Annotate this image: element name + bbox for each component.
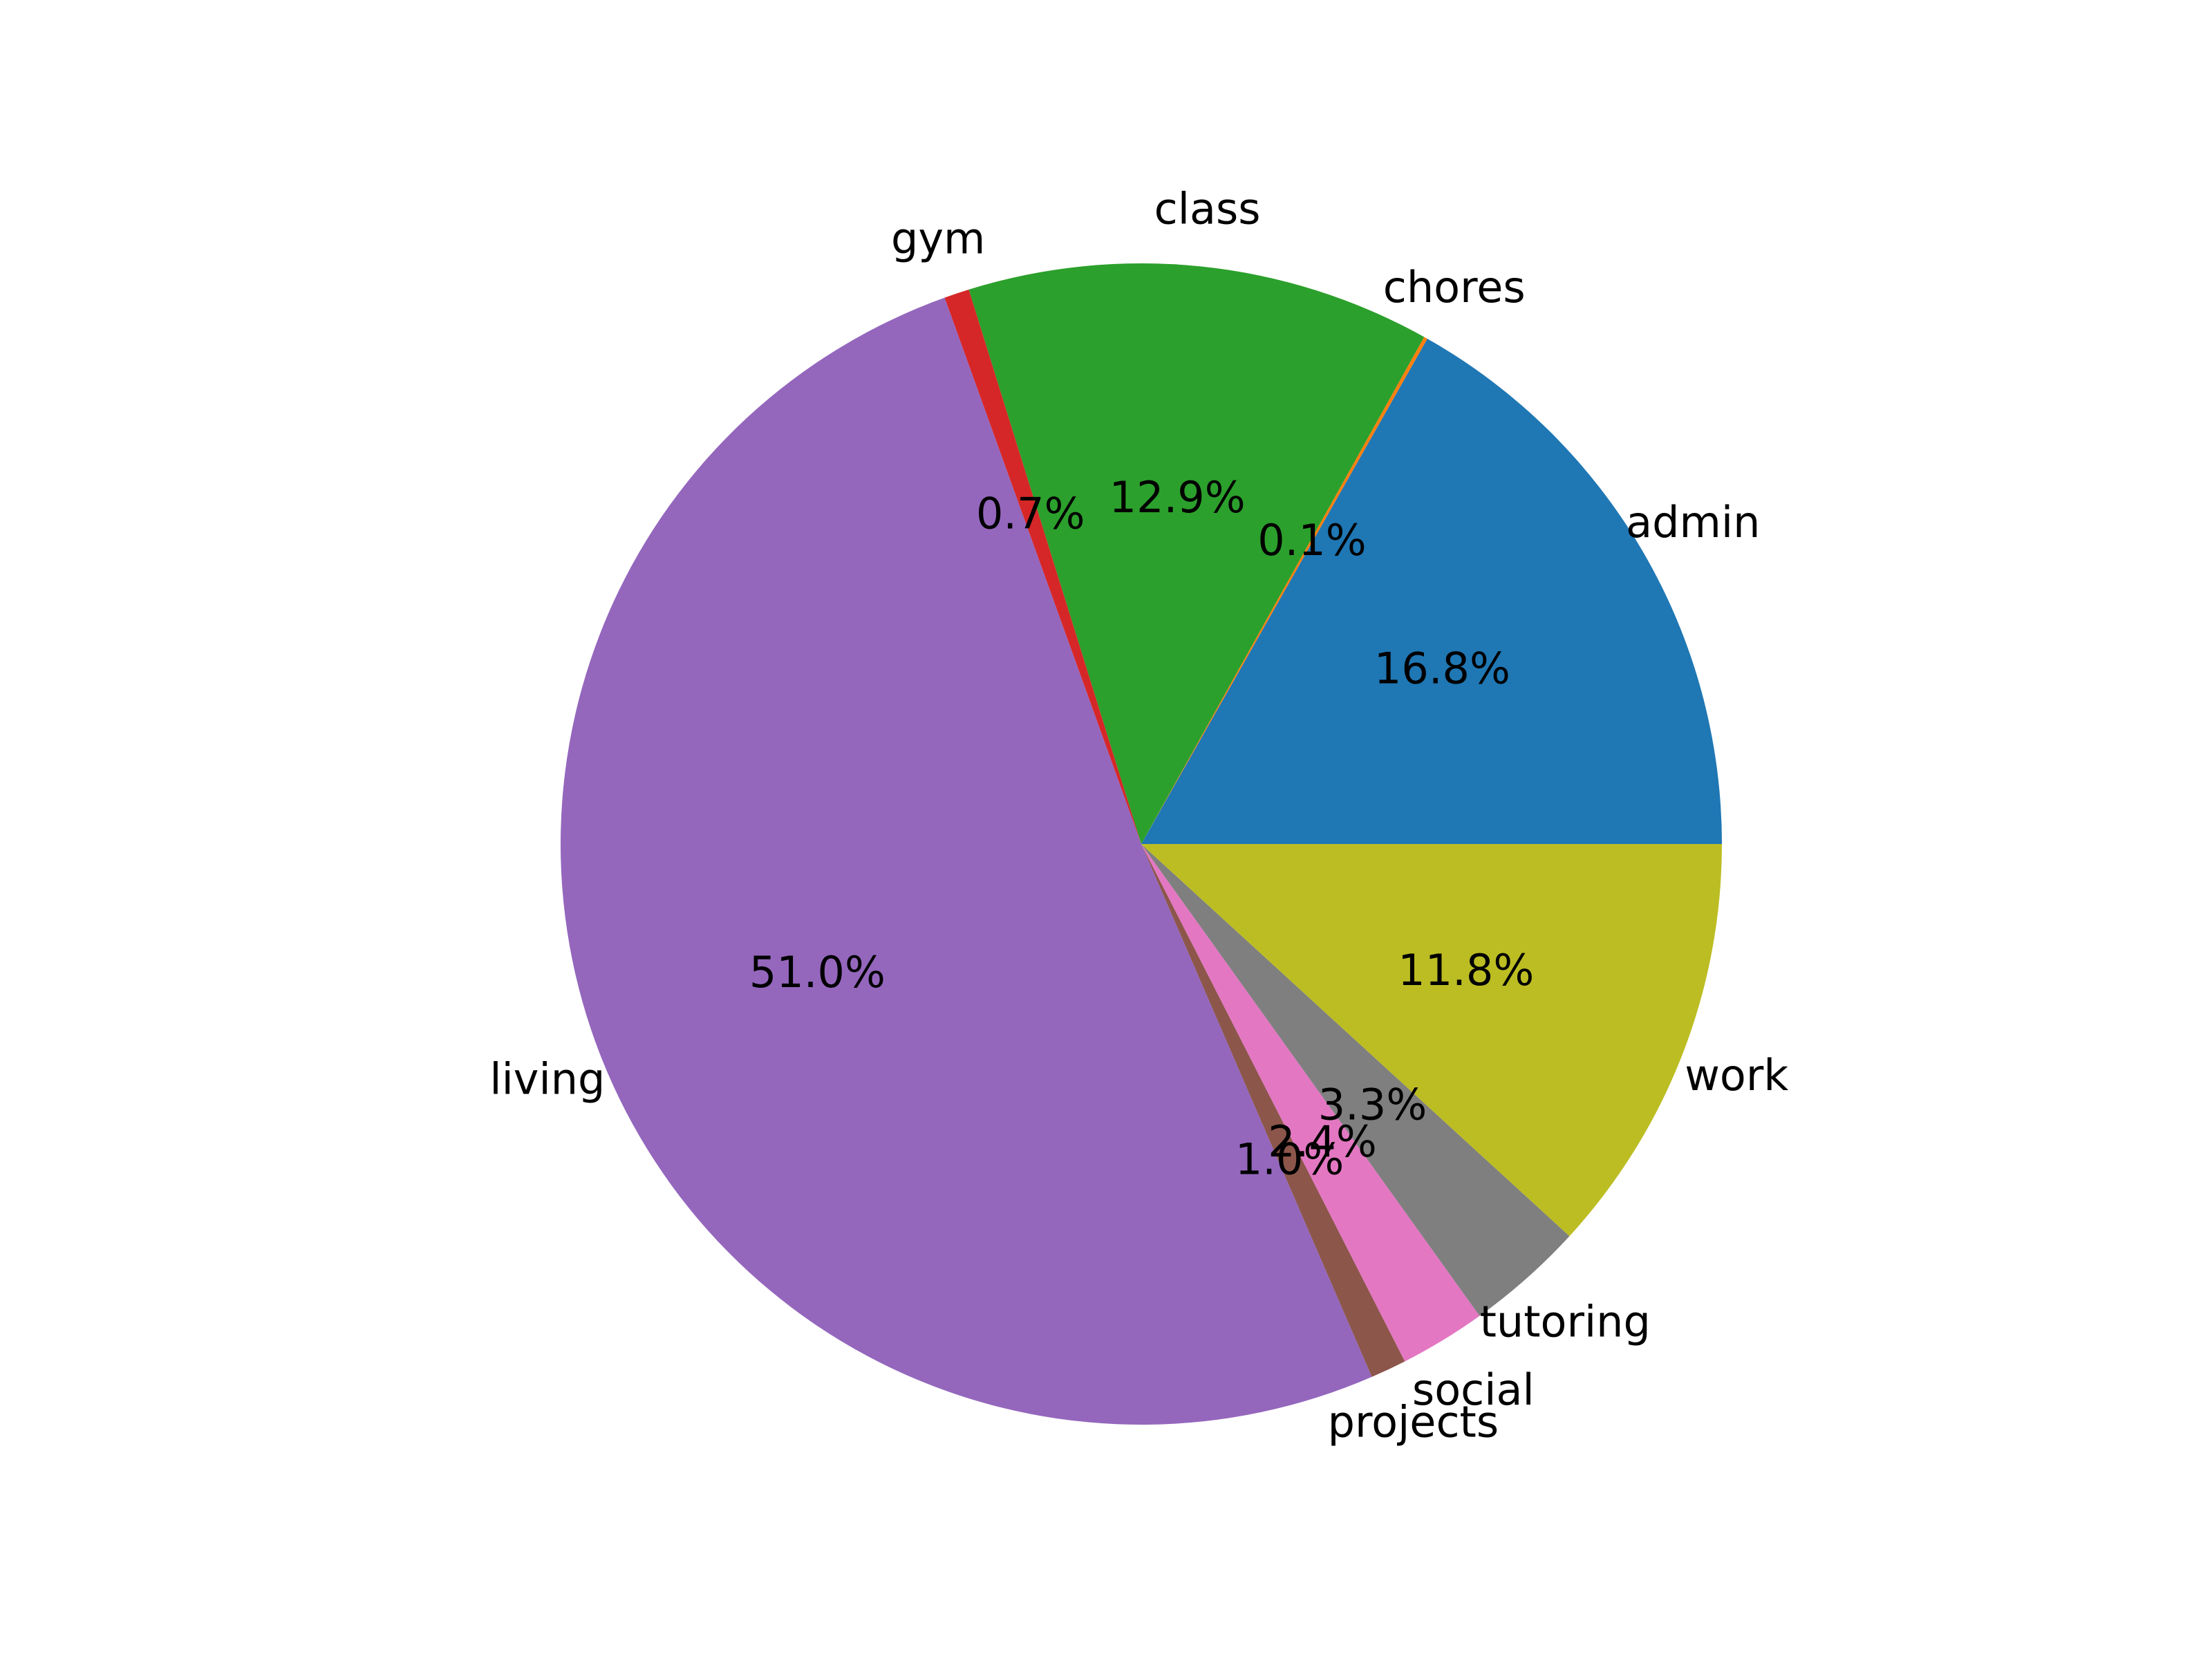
- pie-slice-social: [1141, 844, 1480, 1362]
- pie-slice-work: [1141, 844, 1722, 1237]
- pct-label-projects: 1.0%: [1235, 1134, 1344, 1185]
- slice-label-work: work: [1685, 1050, 1788, 1100]
- slice-label-gym: gym: [891, 213, 985, 263]
- pct-label-gym: 0.7%: [976, 489, 1085, 539]
- slice-label-tutoring: tutoring: [1480, 1297, 1651, 1347]
- pct-label-admin: 16.8%: [1374, 644, 1510, 694]
- pie-slice-tutoring: [1141, 844, 1570, 1316]
- pie-slice-projects: [1141, 844, 1405, 1377]
- pct-label-work: 11.8%: [1398, 945, 1534, 995]
- pct-label-class: 12.9%: [1109, 472, 1246, 523]
- slice-label-class: class: [1154, 183, 1261, 234]
- pie-slice-admin: [1141, 339, 1722, 844]
- pie-labels: admin 16.8% chores 0.1% class 12.9% gym 0.7% liv…: [489, 183, 1788, 1447]
- pie-slice-gym: [944, 289, 1141, 844]
- pie-slice-chores: [1141, 337, 1427, 844]
- pct-label-social: 2.4%: [1268, 1116, 1377, 1167]
- pie-slices: [561, 263, 1722, 1425]
- slice-label-chores: chores: [1383, 262, 1526, 312]
- slice-label-projects: projects: [1328, 1397, 1499, 1447]
- slice-label-social: social: [1412, 1365, 1535, 1415]
- pct-label-chores: 0.1%: [1257, 515, 1367, 565]
- pct-label-tutoring: 3.3%: [1318, 1080, 1427, 1130]
- pct-label-living: 51.0%: [749, 947, 885, 997]
- slice-label-admin: admin: [1626, 497, 1760, 547]
- pie-slice-living: [561, 297, 1372, 1425]
- slice-label-living: living: [489, 1054, 605, 1105]
- pie-slice-class: [968, 263, 1425, 844]
